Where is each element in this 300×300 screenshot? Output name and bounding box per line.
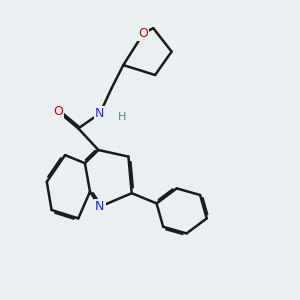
Text: H: H xyxy=(118,112,126,122)
Text: N: N xyxy=(95,107,105,120)
Text: O: O xyxy=(139,27,148,40)
Text: O: O xyxy=(53,105,63,118)
Text: N: N xyxy=(95,200,105,213)
